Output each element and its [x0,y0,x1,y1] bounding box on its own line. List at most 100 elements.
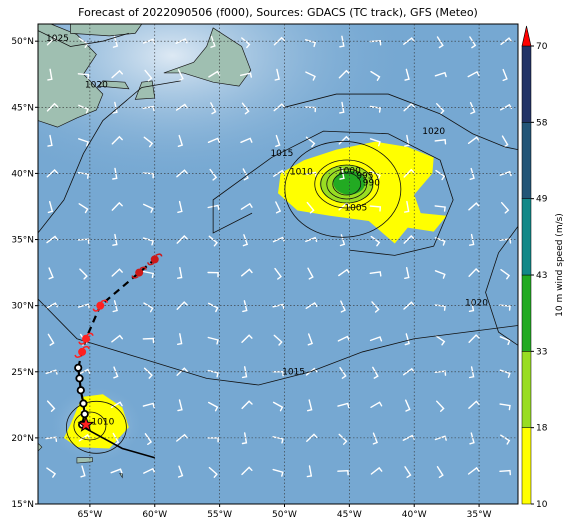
wind-barb [111,69,123,79]
wind-barb [78,368,91,375]
wind-barb [175,103,188,111]
wind-barb [207,204,220,211]
wind-barb [176,301,188,310]
isobar-1020 [38,80,181,234]
wind-barb [339,101,345,114]
isobar-label: 1010 [91,418,114,428]
wind-barb [176,433,188,442]
island [76,457,93,464]
wind-barb [110,468,123,474]
wind-barb [403,102,415,112]
wind-barb [305,136,316,148]
wind-barb [144,69,153,82]
wind-barb [79,268,88,280]
wind-barb [371,301,380,313]
wind-barb [403,37,415,45]
wind-barb [434,270,446,279]
isobar-label: 1020 [422,127,445,137]
wind-barb [339,367,347,379]
island [119,473,123,479]
isobar-ring [326,168,368,200]
wind-barb [241,37,251,49]
wind-barb [369,40,382,46]
isobar-label: 1020 [85,80,108,90]
wind-barb [177,399,183,412]
colorbar-label: 10 m wind speed (m/s) [555,213,565,317]
wind-barb [272,303,285,310]
wind-barb [177,333,183,345]
wind-barb [403,367,415,376]
y-tick-label: 45°N [11,103,34,113]
wind-barb [46,400,56,412]
wind-barb [142,270,155,279]
wind-barb [434,237,446,246]
wind-barb [143,203,154,213]
wind-barb [404,200,410,213]
wind-barb [273,103,286,112]
wind-barb [469,102,476,115]
wind-barb [111,201,123,211]
wind-barb [500,37,513,45]
wind-barb [207,437,219,443]
wind-barb [274,68,280,81]
wind-barb [48,267,54,280]
wind-barb [111,268,123,277]
wind-barb [112,233,118,246]
x-tick-label: 65°W [77,510,102,520]
isobar-1020 [485,226,518,346]
wind-barb [499,304,511,311]
wind-barb [404,68,410,81]
wind-barb [369,336,383,342]
wind-barb [499,369,511,378]
wind-barb [273,169,286,177]
wind-barb [273,36,286,46]
x-tick-label: 35°W [467,510,492,520]
wind-barb [436,103,445,115]
wind-barb [305,302,318,309]
wind-barb [306,201,315,214]
wind-barb [370,466,383,475]
tc-forecast-symbol [74,345,90,358]
wind-barb [339,167,345,180]
wind-barb [177,465,184,478]
wind-barb [272,436,284,444]
tc-forecast-symbol [135,268,144,277]
wind-barb [369,205,382,212]
colorbar-segment [521,45,532,123]
wind-barb [403,235,415,244]
wind-barb [403,168,415,178]
isobar-1025 [38,30,129,47]
wind-barb [241,366,248,379]
wind-barb [112,101,118,114]
wind-barb [306,465,313,478]
wind-barb [272,468,284,477]
isobar-label: 1020 [465,299,488,309]
land-mass [38,24,104,128]
wind-barb [177,267,183,279]
tc-forecast-symbol [131,266,147,279]
wind-barb [175,38,188,44]
wind-barb [142,402,155,409]
wind-barb [177,200,183,213]
colorbar-segment [521,198,532,276]
wind-barbs [45,35,513,478]
wind-barb [113,366,119,379]
wind-barb [469,432,475,445]
wind-barb [469,167,475,180]
wind-barb [468,300,475,312]
wind-barb [305,367,318,376]
wind-barb [467,466,480,475]
isobar-label: 1000 [338,166,361,176]
wind-barb [434,139,447,145]
wind-barb [241,432,248,445]
wind-barb [338,433,348,445]
wind-barb [143,467,156,474]
wind-barb [240,72,252,78]
colorbar-segment [521,351,532,428]
wind-barb [338,69,350,79]
wind-barb [47,333,55,346]
wind-barb [112,35,119,48]
x-tick-label: 55°W [207,510,232,520]
